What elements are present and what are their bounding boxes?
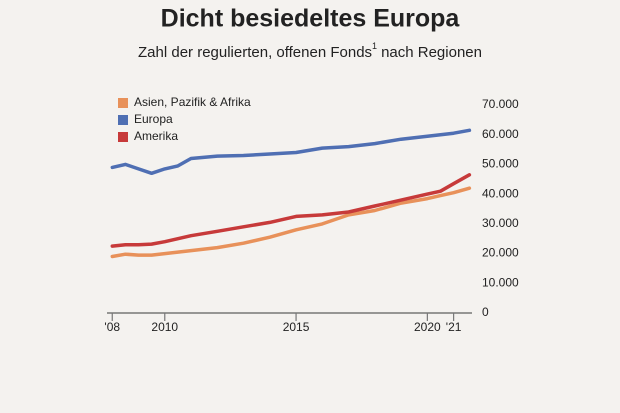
x-tick-label: 2015 (283, 320, 310, 334)
series-line (110, 128, 472, 176)
x-tick-label: 2010 (151, 320, 178, 334)
subtitle: Zahl der regulierten, offenen Fonds (138, 44, 372, 61)
legend-label: Europa (134, 112, 173, 126)
y-tick-label: 20.000 (482, 246, 519, 260)
y-tick-label: 50.000 (482, 157, 519, 171)
subtitle-end: nach Regionen (381, 44, 482, 61)
x-tick-label: 2020 (414, 320, 441, 334)
footnote-mark: 1 (372, 41, 377, 51)
y-tick-label: 30.000 (482, 216, 519, 230)
y-tick-label: 60.000 (482, 127, 519, 141)
y-tick-label: 10.000 (482, 275, 519, 289)
chart-title: Dicht besiedeltes Europa (161, 5, 461, 33)
legend-swatch (118, 115, 128, 125)
legend-label: Amerika (134, 129, 178, 143)
series-line (110, 186, 472, 259)
x-tick-label: '08 (104, 320, 120, 334)
y-tick-label: 70.000 (482, 97, 519, 111)
chart-subtitle: Zahl der regulierten, offenen Fonds1 nach… (138, 41, 482, 61)
y-tick-label: 0 (482, 305, 489, 319)
x-tick-label: '21 (446, 320, 462, 334)
legend-label: Asien, Pazifik & Afrika (134, 95, 251, 109)
legend-swatch (118, 98, 128, 108)
y-tick-label: 40.000 (482, 186, 519, 200)
series-line (110, 173, 472, 248)
legend-swatch (118, 132, 128, 142)
